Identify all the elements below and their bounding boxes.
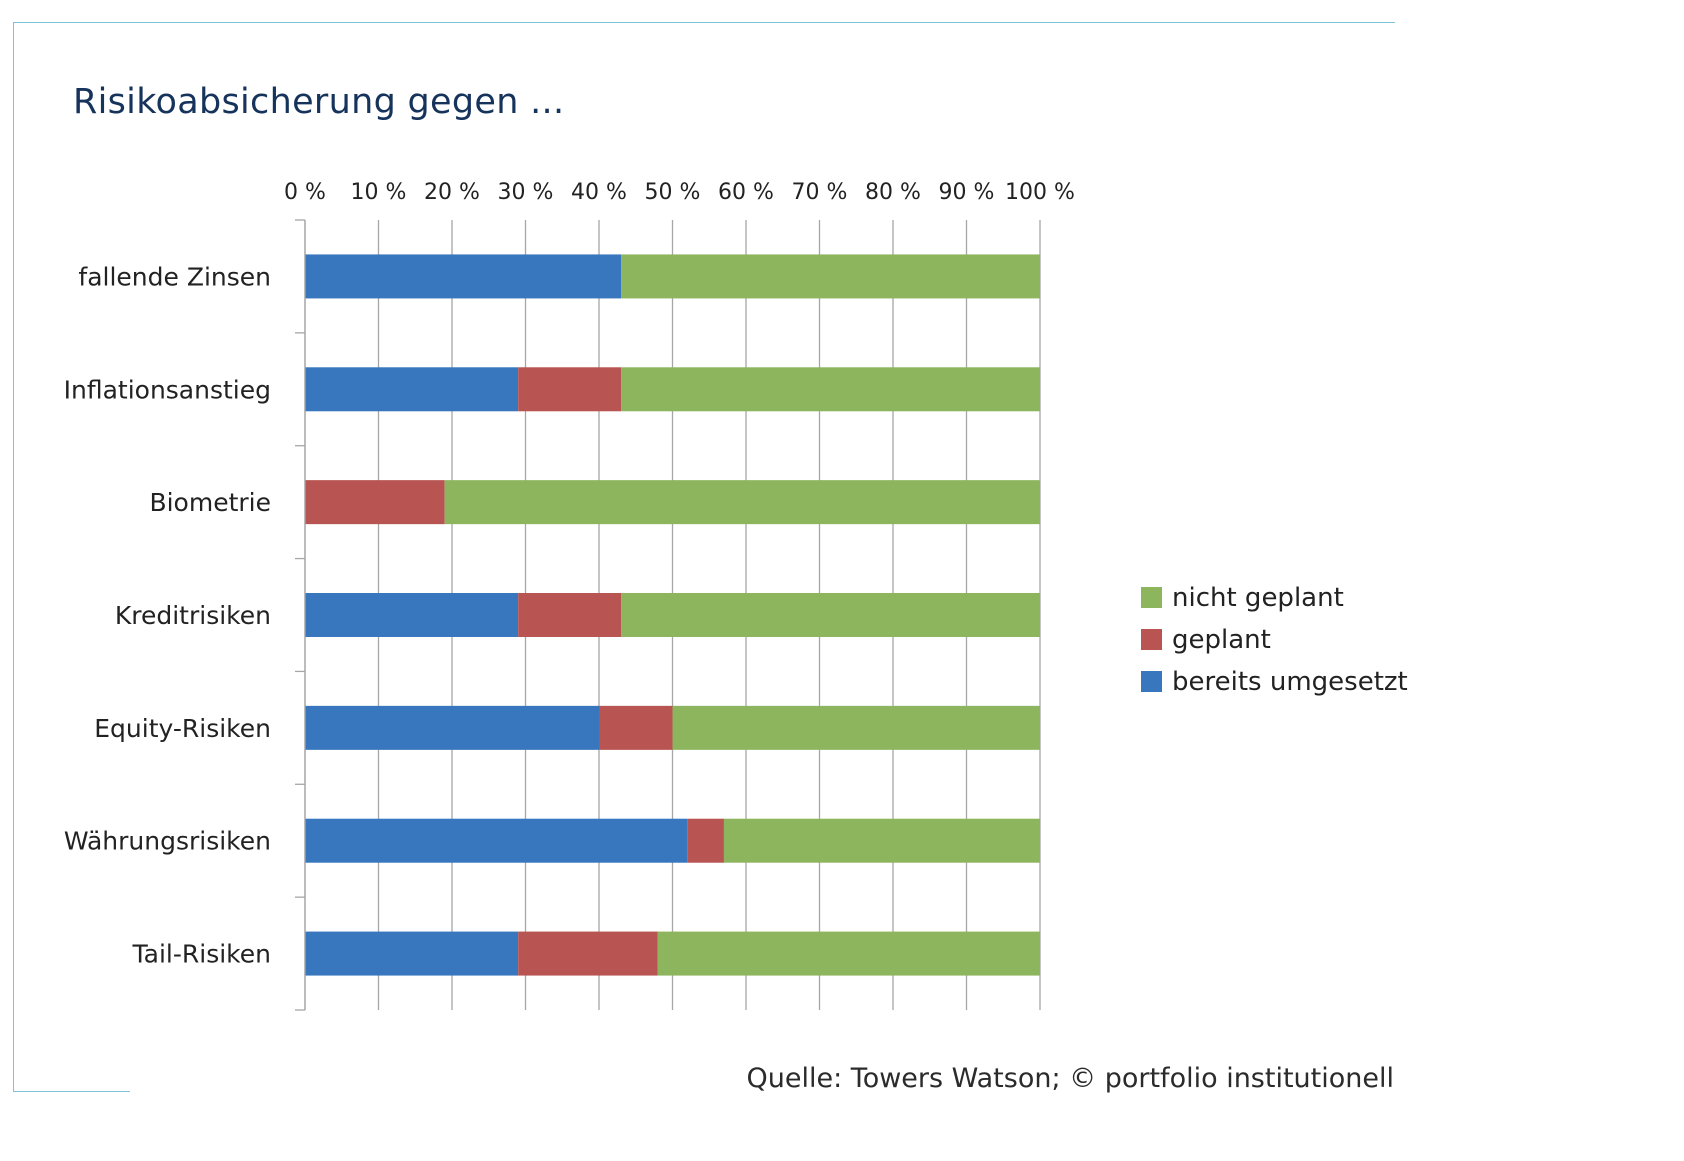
x-tick-label: 30 % [498,180,554,205]
x-tick-label: 90 % [939,180,995,205]
bar-segment [621,254,1040,299]
legend: nicht geplant geplant bereits umgesetzt [1141,583,1408,697]
bar-segment [305,818,688,863]
x-tick-label: 70 % [792,180,848,205]
bar-segment [518,931,658,976]
bars [305,254,1040,976]
bar-segment [621,593,1040,637]
bar-segment [305,705,599,750]
category-label: Biometrie [149,488,271,517]
frame-top-border [13,22,1395,23]
category-label: fallende Zinsen [78,262,271,291]
chart-title: Risikoabsicherung gegen ... [73,82,565,122]
x-tick-label: 20 % [424,180,480,205]
x-tick-label: 0 % [284,180,326,205]
source-note: Quelle: Towers Watson; © portfolio insti… [746,1063,1394,1094]
category-label: Equity-Risiken [94,714,271,743]
bar-segment [305,367,519,412]
legend-swatch [1141,629,1162,650]
legend-label: nicht geplant [1172,583,1344,613]
bar-segment [599,705,673,750]
bar-segment [518,367,622,412]
category-label: Inflationsanstieg [64,375,271,404]
bar-segment [305,593,519,637]
category-label: Währungsrisiken [64,827,271,856]
labels: 0 % 10 % 20 % 30 % 40 % 50 % 60 % 70 % 80 % 90 % 1… [64,180,1075,969]
legend-swatch [1141,671,1162,692]
legend-label: geplant [1172,625,1271,655]
bar-segment [305,480,445,525]
x-tick-label: 10 % [351,180,407,205]
frame-left-border [13,22,14,1091]
category-label: Kreditrisiken [115,601,271,630]
bar-segment [621,367,1040,412]
x-tick-label: 80 % [865,180,921,205]
x-tick-label: 40 % [571,180,627,205]
bar-segment [305,931,519,976]
bar-segment [518,593,622,637]
x-tick-label: 50 % [645,180,701,205]
legend-label: bereits umgesetzt [1172,667,1408,697]
bar-segment [687,818,724,863]
bar-segment [657,931,1040,976]
x-tick-label: 100 % [1005,180,1075,205]
x-tick-label: 60 % [718,180,774,205]
bar-segment [672,705,1040,750]
category-label: Tail-Risiken [132,940,271,969]
bar-segment [444,480,1040,525]
axes [295,219,306,1011]
legend-swatch [1141,587,1162,608]
bar-segment [723,818,1040,863]
bar-segment [305,254,622,299]
frame-bottom-border [13,1091,130,1092]
